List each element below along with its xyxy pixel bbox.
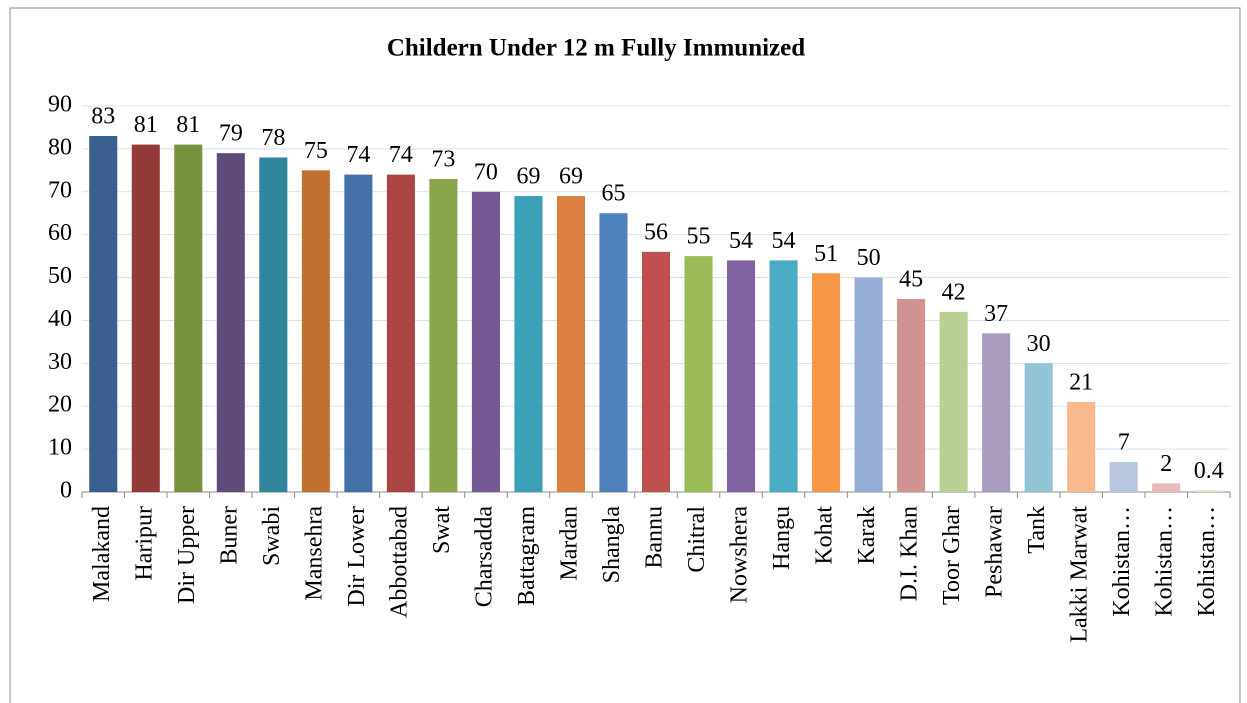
data-label: 81 [134,112,158,138]
chart-title: Childern Under 12 m Fully Immunized [387,35,805,62]
bar [812,273,841,492]
x-tick-label: Lakki Marwat [1067,506,1093,643]
data-label: 75 [304,138,328,164]
x-tick-label: Tank [1024,506,1050,554]
x-tick-label: Chitral [684,506,710,573]
data-label: 37 [984,301,1008,327]
x-tick-label: Buner [216,506,242,565]
x-tick-label: Toor Ghar [939,506,965,605]
x-tick-label: Hangu [769,506,795,570]
bar [386,174,415,492]
x-tick-label: Mardan [556,506,582,581]
bar [429,178,458,492]
data-label: 50 [857,245,881,271]
bar [1194,490,1223,492]
data-label: 81 [176,112,200,138]
data-label: 54 [729,228,753,254]
bar [1024,363,1053,492]
y-tick-label: 80 [48,134,72,160]
data-label: 2 [1160,451,1172,477]
bar [641,251,671,492]
data-label: 73 [431,146,455,172]
x-tick-label: Abbottabad [386,506,412,618]
data-label: 7 [1118,429,1130,455]
data-label: 69 [516,164,540,190]
x-tick-label: Kohistan… [1194,506,1220,617]
bar [1067,401,1096,492]
bar [89,136,118,492]
bar [939,311,968,492]
data-label: 30 [1027,331,1051,357]
x-tick-label: Bannu [642,506,668,569]
data-label: 55 [687,224,711,250]
x-tick-label: Malakand [89,506,115,602]
bar [599,213,628,492]
y-tick-label: 50 [48,263,72,289]
x-tick-label: Charsadda [471,506,497,608]
y-tick-label: 90 [48,92,72,118]
x-tick-label: Kohistan… [1109,506,1135,617]
y-tick-label: 30 [48,349,72,375]
x-tick-label: Swabi [259,506,285,566]
x-tick-label: Swat [429,506,455,554]
x-tick-label: Dir Upper [174,506,200,604]
x-tick-label: Karak [854,506,880,565]
y-tick-label: 40 [48,306,72,332]
bar [769,260,798,492]
y-tick-label: 60 [48,220,72,246]
y-tick-label: 20 [48,392,72,418]
x-tick-label: Kohistan… [1152,506,1178,617]
bar [301,170,330,493]
x-tick-label: Battagram [514,506,540,606]
data-label: 56 [644,219,668,245]
y-tick-label: 10 [48,435,72,461]
bar [1152,483,1181,492]
x-tick-label: Peshawar [982,506,1008,598]
bar [216,153,245,492]
bar [897,299,926,492]
bar [854,277,883,492]
data-label: 78 [261,125,285,151]
data-label: 74 [346,142,370,168]
data-label: 54 [772,228,796,254]
data-label: 45 [899,267,923,293]
bar [727,260,756,492]
x-tick-label: Shangla [599,506,625,584]
data-label: 74 [389,142,413,168]
data-label: 65 [601,181,625,207]
bar [982,333,1011,492]
x-tick-label: Haripur [131,506,157,581]
data-label: 83 [91,104,115,130]
bar [1109,461,1138,492]
bar [259,157,288,492]
x-tick-label: Mansehra [301,506,327,601]
data-label: 79 [219,121,243,147]
bar [514,196,543,493]
data-label: 0.4 [1194,458,1224,484]
bar [556,196,585,493]
data-label: 51 [814,241,838,267]
x-tick-label: D.I. Khan [897,506,923,601]
data-label: 70 [474,159,498,185]
y-tick-label: 70 [48,177,72,203]
bar [174,144,203,492]
bar [131,144,160,492]
data-label: 42 [942,279,966,305]
bar [471,191,500,492]
x-tick-label: Nowshera [727,506,753,604]
data-label: 21 [1069,369,1093,395]
bar [684,256,713,492]
data-label: 69 [559,164,583,190]
x-tick-label: Dir Lower [344,506,370,607]
x-tick-label: Kohat [812,506,838,565]
y-tick-label: 0 [60,478,72,504]
bar [344,174,373,492]
